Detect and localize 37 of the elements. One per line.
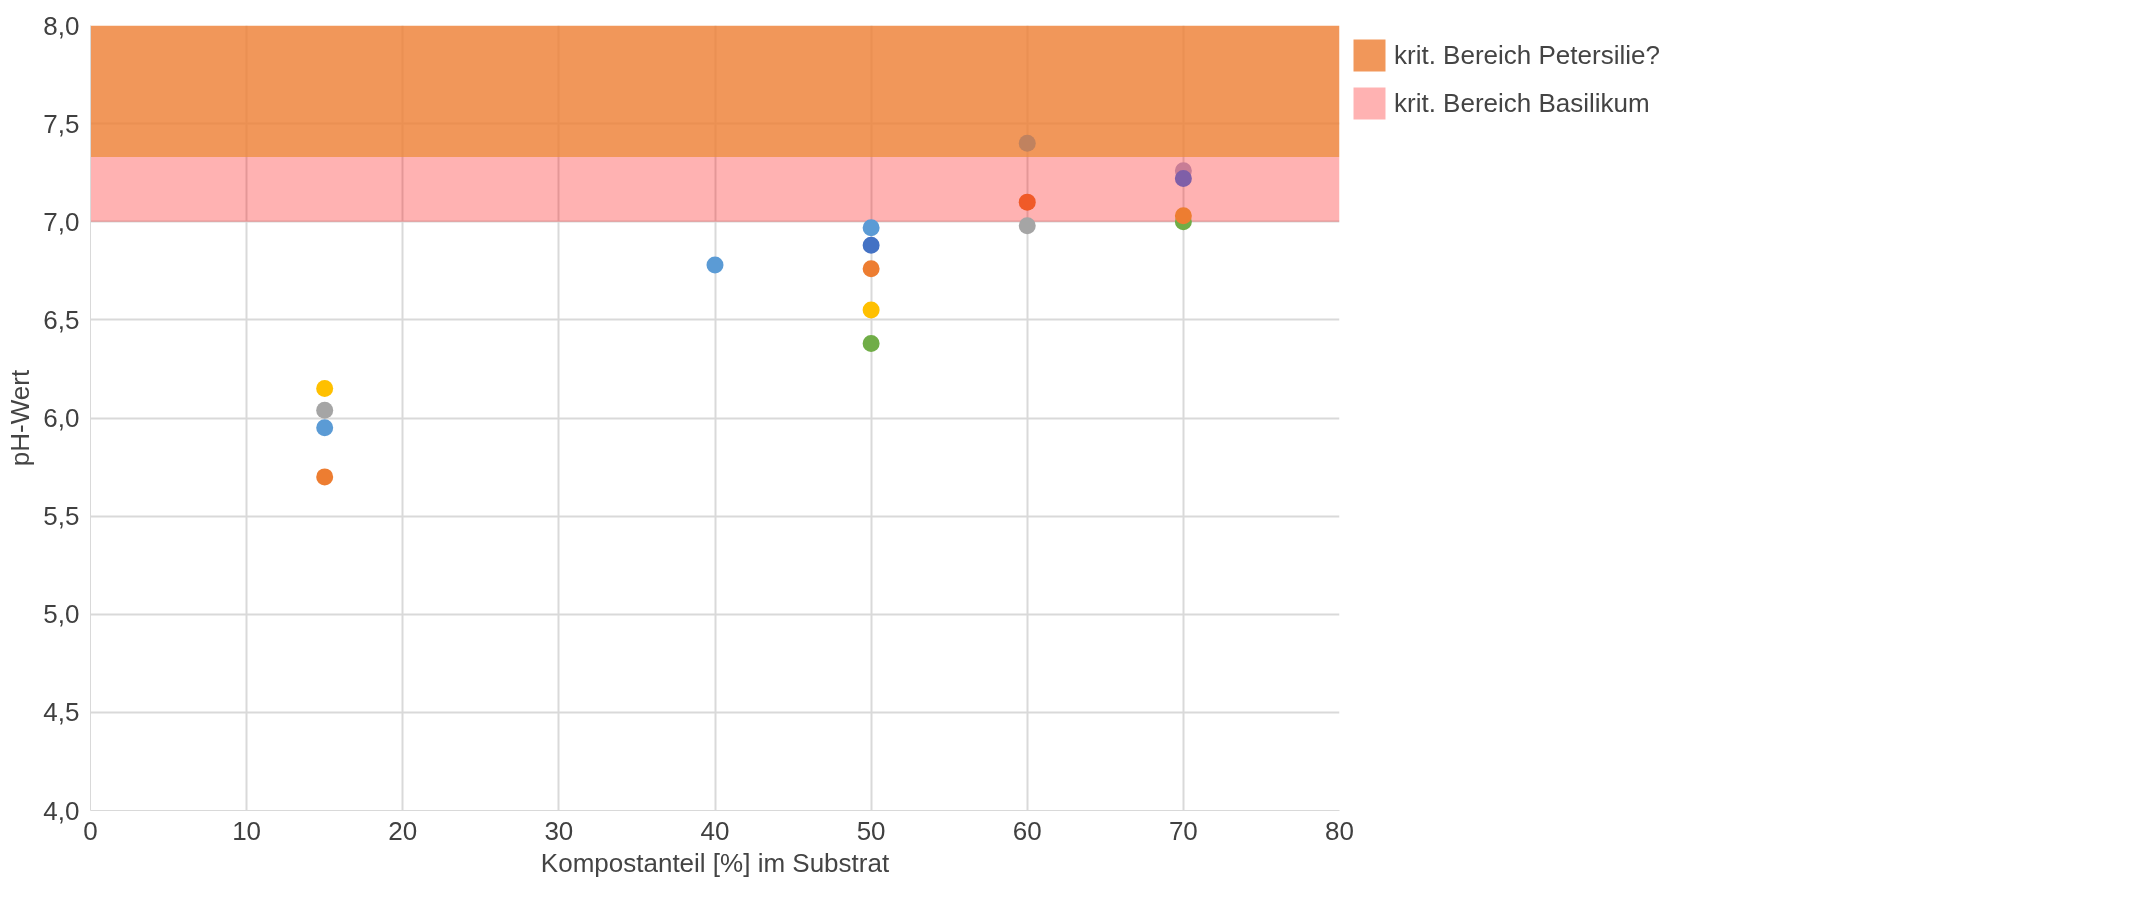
point bbox=[1018, 217, 1036, 235]
point bbox=[316, 419, 334, 437]
point bbox=[706, 256, 724, 274]
point bbox=[1018, 134, 1036, 152]
x-axis-title: Kompostanteil [%] im Substrat bbox=[540, 847, 890, 878]
x-tick-label: 30 bbox=[544, 815, 574, 846]
point bbox=[316, 380, 334, 398]
x-tick-label: 20 bbox=[388, 815, 418, 846]
point bbox=[862, 334, 880, 352]
y-tick-label: 7,5 bbox=[43, 108, 80, 139]
point bbox=[316, 468, 334, 486]
x-tick-label: 0 bbox=[83, 815, 98, 846]
x-tick-label: 50 bbox=[856, 815, 886, 846]
y-tick-label: 4,5 bbox=[43, 697, 80, 728]
y-tick-label: 6,0 bbox=[43, 403, 80, 433]
y-tick-label: 8,0 bbox=[43, 10, 80, 41]
x-tick-label: 70 bbox=[1168, 815, 1198, 846]
point bbox=[1174, 170, 1192, 188]
x-tick-label: 80 bbox=[1325, 815, 1354, 846]
legend-label: krit. Bereich Basilikum bbox=[1394, 87, 1650, 119]
y-tick-label: 5,5 bbox=[43, 501, 80, 532]
y-tick-label: 4,0 bbox=[43, 795, 80, 826]
x-tick-label: 10 bbox=[232, 815, 262, 846]
band-label: krit. Bereich Petersilie? bbox=[1394, 39, 1660, 71]
y-axis-title: pH-Wert bbox=[5, 369, 36, 467]
point bbox=[862, 236, 880, 254]
point bbox=[862, 219, 880, 237]
point bbox=[316, 401, 334, 419]
x-tick-label: 60 bbox=[1012, 815, 1042, 846]
point bbox=[862, 301, 880, 319]
point bbox=[1174, 207, 1192, 225]
y-tick-label: 6,5 bbox=[43, 304, 80, 335]
point bbox=[862, 260, 880, 278]
y-tick-label: 7,0 bbox=[43, 206, 80, 237]
x-tick-label: 40 bbox=[700, 815, 730, 846]
point bbox=[1018, 193, 1036, 211]
y-tick-label: 5,0 bbox=[43, 599, 80, 630]
